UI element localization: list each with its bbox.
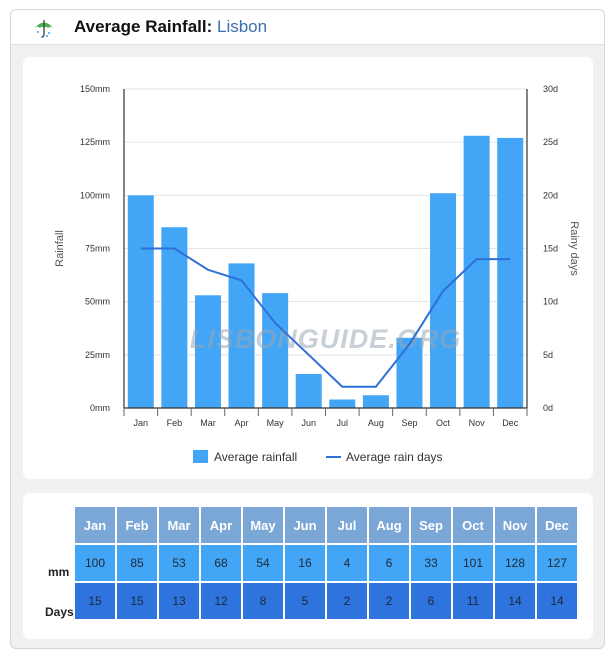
table-cell-mm: 127 [537,545,577,581]
rainfall-table-panel: mm Days Jan Feb Mar Apr May Jun Jul Aug Sep Oct No… [23,493,593,639]
table-cell-mm: 33 [411,545,451,581]
rainfall-table: Jan Feb Mar Apr May Jun Jul Aug Sep Oct Nov Dec 100… [73,505,579,621]
table-header-cell: Aug [369,507,409,543]
table-cell-mm: 53 [159,545,199,581]
bar-aug [362,395,389,408]
table-header-cell: Jun [285,507,325,543]
y2-tick-label: 5d [543,350,553,360]
table-cell-mm: 100 [75,545,115,581]
legend-label-rain-days: Average rain days [346,450,443,464]
table-header-cell: Jan [75,507,115,543]
table-header-cell: Jul [327,507,367,543]
x-tick-label: Dec [502,418,519,428]
table-cell-days: 14 [495,583,535,619]
table-header-cell: Oct [453,507,493,543]
table-header-cell: Feb [117,507,157,543]
y-tick-label: 75mm [85,244,110,254]
table-cell-days: 6 [411,583,451,619]
table-row-mm: 100 85 53 68 54 16 4 6 33 101 128 127 [75,545,577,581]
y-tick-label: 150mm [80,84,110,94]
bar-apr [228,263,255,408]
title-label: Average Rainfall: [74,17,213,36]
row-label-mm: mm [48,565,70,579]
x-tick-label: Nov [469,418,486,428]
table-cell-days: 5 [285,583,325,619]
bar-nov [463,135,490,408]
x-tick-label: Mar [200,418,216,428]
y-tick-label: 125mm [80,137,110,147]
table-header-cell: May [243,507,283,543]
x-tick-label: May [267,418,285,428]
table-cell-mm: 128 [495,545,535,581]
table-cell-mm: 16 [285,545,325,581]
x-tick-label: Feb [167,418,183,428]
chart-panel: 0mm 25mm 50mm 75mm 100mm 125mm 150mm 0d 5d 10d 15d… [23,57,593,479]
y-axis-title: Rainfall [54,230,66,267]
table-cell-days: 2 [369,583,409,619]
y-tick-label: 25mm [85,350,110,360]
y-tick-label: 50mm [85,297,110,307]
y2-tick-label: 10d [543,297,558,307]
widget-header: Average Rainfall: Lisbon [11,10,604,45]
table-cell-mm: 54 [243,545,283,581]
table-header-cell: Mar [159,507,199,543]
legend-swatch-rainfall [193,450,208,463]
table-cell-mm: 85 [117,545,157,581]
x-tick-label: Jul [337,418,349,428]
table-cell-days: 8 [243,583,283,619]
bar-sep [396,337,423,408]
x-tick-label: Jun [301,418,316,428]
table-cell-mm: 4 [327,545,367,581]
rainfall-widget: Average Rainfall: Lisbon 0mm 25mm 50mm 75mm… [10,9,605,649]
table-cell-days: 15 [75,583,115,619]
table-header-cell: Nov [495,507,535,543]
table-cell-days: 2 [327,583,367,619]
table-cell-mm: 6 [369,545,409,581]
y2-tick-label: 15d [543,244,558,254]
y-tick-label: 0mm [90,403,110,413]
table-cell-days: 13 [159,583,199,619]
y2-tick-label: 20d [543,190,558,200]
legend-label-rainfall: Average rainfall [214,450,297,464]
table-header-cell: Sep [411,507,451,543]
city-name: Lisbon [216,17,268,36]
bar-jun [295,373,322,408]
table-cell-days: 11 [453,583,493,619]
y2-tick-label: 25d [543,137,558,147]
bar-mar [194,295,221,408]
table-row-days: 15 15 13 12 8 5 2 2 6 11 14 14 [75,583,577,619]
table-cell-days: 14 [537,583,577,619]
y-tick-label: 100mm [80,190,110,200]
bar-dec [497,137,524,408]
x-tick-label: Sep [401,418,417,428]
umbrella-icon [35,20,53,38]
row-label-days: Days [45,605,74,619]
bar-oct [430,193,457,408]
y2-tick-label: 0d [543,403,553,413]
watermark-text: LISBONGUIDE.ORG [190,324,462,354]
table-header-cell: Apr [201,507,241,543]
x-tick-label: Oct [436,418,451,428]
table-cell-mm: 68 [201,545,241,581]
table-header-row: Jan Feb Mar Apr May Jun Jul Aug Sep Oct Nov Dec [75,507,577,543]
table-cell-days: 12 [201,583,241,619]
bar-jul [329,399,356,408]
x-tick-label: Aug [368,418,384,428]
x-tick-label: Apr [235,418,249,428]
table-cell-mm: 101 [453,545,493,581]
table-header-cell: Dec [537,507,577,543]
y2-axis-title: Rainy days [568,221,580,276]
bar-jan [127,195,154,408]
x-tick-label: Jan [134,418,149,428]
table-cell-days: 15 [117,583,157,619]
y2-tick-label: 30d [543,84,558,94]
rainfall-chart: 0mm 25mm 50mm 75mm 100mm 125mm 150mm 0d 5d 10d 15d… [54,84,580,464]
bar-feb [161,227,188,408]
rain-days-line [140,247,511,388]
page-title: Average Rainfall: Lisbon [74,16,267,38]
